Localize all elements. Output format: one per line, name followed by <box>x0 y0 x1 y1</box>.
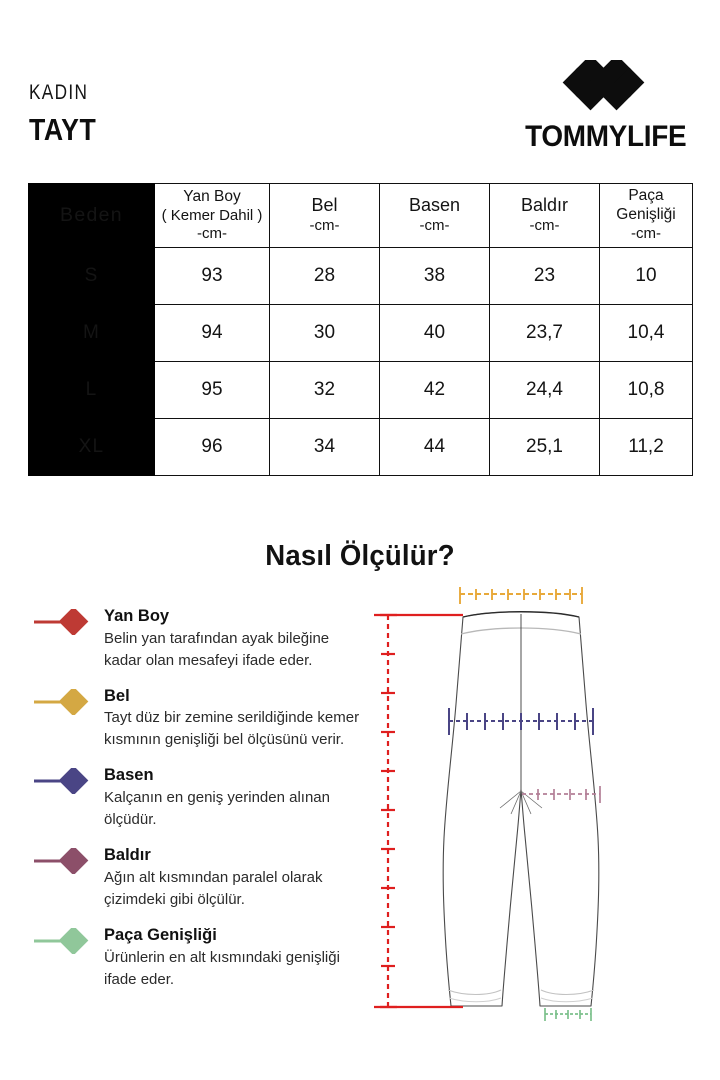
leggings-technical-drawing-icon <box>374 587 601 1021</box>
legend-description: Tayt düz bir zemine serildiğinde kemer k… <box>104 709 360 749</box>
cell-bel: 32 <box>269 361 380 419</box>
table-header-row: Beden Yan Boy ( Kemer Dahil ) -cm- Bel -… <box>28 183 693 248</box>
header-unit: -cm- <box>631 225 661 243</box>
table-row: M 94 30 40 23,7 10,4 <box>28 304 693 362</box>
cell-bel: 30 <box>269 304 380 362</box>
cell-size: M <box>28 304 155 362</box>
cell-basen: 42 <box>379 361 490 419</box>
header-cell-basen: Basen -cm- <box>379 183 490 248</box>
basen-ruler <box>448 708 594 735</box>
header-cell-paca: Paça Genişliği -cm- <box>599 183 693 248</box>
header-unit: -cm- <box>419 217 450 235</box>
legend-term: Paça Genişliği <box>104 925 217 944</box>
diamond-marker-icon <box>34 927 89 954</box>
diamond-marker-icon <box>34 848 89 875</box>
cell-paca: 11,2 <box>599 418 693 476</box>
measurement-legend: Yan Boy Belin yan tarafından ayak bileği… <box>34 606 364 1005</box>
cell-baldir: 24,4 <box>489 361 600 419</box>
yan-boy-ruler <box>374 613 463 1009</box>
cell-paca: 10,4 <box>599 304 693 362</box>
legend-item-bel: Bel Tayt düz bir zemine serildiğinde kem… <box>34 686 364 752</box>
brand-block: TOMMYLIFE <box>519 60 692 152</box>
legend-term: Yan Boy <box>104 607 170 625</box>
header-sublabel: Genişliği <box>616 206 676 224</box>
cell-bel: 34 <box>269 418 380 476</box>
cell-baldir: 23 <box>489 247 600 305</box>
legend-item-basen: Basen Kalçanın en geniş yerinden alınan … <box>34 765 364 831</box>
bel-ruler <box>459 587 583 604</box>
header-cell-baldir: Baldır -cm- <box>489 183 600 248</box>
legend-description: Kalçanın en geniş yerinden alınan ölçüdü… <box>104 789 330 829</box>
cell-yan-boy: 96 <box>154 418 270 476</box>
page-header: KADIN TAYT TOMMYLIFE <box>0 60 720 170</box>
legend-term: Baldır <box>104 846 151 865</box>
diamond-marker-icon <box>34 768 89 795</box>
diamond-marker-icon <box>34 688 89 715</box>
cell-basen: 40 <box>379 304 490 362</box>
header-cell-yan-boy: Yan Boy ( Kemer Dahil ) -cm- <box>154 183 270 248</box>
cell-paca: 10,8 <box>599 361 693 419</box>
cell-basen: 44 <box>379 418 490 476</box>
leggings-diagram <box>360 586 700 1036</box>
header-unit: -cm- <box>197 224 227 242</box>
cell-paca: 10 <box>599 247 693 305</box>
legend-description: Ürünlerin en alt kısmındaki genişliği if… <box>104 948 340 988</box>
header-label: Bel <box>311 195 338 216</box>
table-row: L 95 32 42 24,4 10,8 <box>28 361 693 419</box>
diamond-marker-icon <box>34 609 89 635</box>
legend-item-yan-boy: Yan Boy Belin yan tarafından ayak bileği… <box>34 606 364 672</box>
cell-bel: 28 <box>269 247 380 305</box>
size-chart-table: Beden Yan Boy ( Kemer Dahil ) -cm- Bel -… <box>28 183 693 476</box>
legend-item-paca-genisligi: Paça Genişliği Ürünlerin en alt kısmında… <box>34 925 364 991</box>
header-sublabel: ( Kemer Dahil ) <box>161 206 263 224</box>
diamond-grid-logo-icon <box>562 60 645 111</box>
header-unit: -cm- <box>309 217 340 235</box>
category-label: KADIN <box>29 81 89 104</box>
header-label: Yan Boy <box>183 187 241 205</box>
legend-item-baldir: Baldır Ağın alt kısmından paralel olarak… <box>34 845 364 911</box>
cell-size: S <box>28 247 155 305</box>
how-to-measure-title: Nasıl Ölçülür? <box>265 540 455 572</box>
cell-size: XL <box>28 418 155 476</box>
cell-yan-boy: 93 <box>154 247 270 305</box>
legend-term: Basen <box>104 766 154 785</box>
paca-ruler <box>544 1008 592 1021</box>
header-label: Basen <box>408 195 461 216</box>
header-unit: -cm- <box>529 217 560 235</box>
product-name: TAYT <box>29 112 97 147</box>
cell-yan-boy: 95 <box>154 361 270 419</box>
table-row: XL 96 34 44 25,1 11,2 <box>28 418 693 476</box>
cell-yan-boy: 94 <box>154 304 270 362</box>
legend-description: Ağın alt kısmından paralel olarak çizimd… <box>104 868 323 908</box>
header-cell-bel: Bel -cm- <box>269 183 380 248</box>
cell-basen: 38 <box>379 247 490 305</box>
header-cell-beden: Beden <box>28 183 155 248</box>
product-titles: KADIN TAYT <box>29 82 107 145</box>
cell-baldir: 25,1 <box>489 418 600 476</box>
header-label: Baldır <box>520 195 569 216</box>
brand-name: TOMMYLIFE <box>524 120 687 153</box>
legend-term: Bel <box>104 686 130 705</box>
cell-baldir: 23,7 <box>489 304 600 362</box>
legend-description: Belin yan tarafından ayak bileğine kadar… <box>104 629 330 669</box>
header-label: Paça <box>628 187 664 205</box>
baldir-ruler <box>522 786 601 803</box>
cell-size: L <box>28 361 155 419</box>
table-row: S 93 28 38 23 10 <box>28 247 693 305</box>
